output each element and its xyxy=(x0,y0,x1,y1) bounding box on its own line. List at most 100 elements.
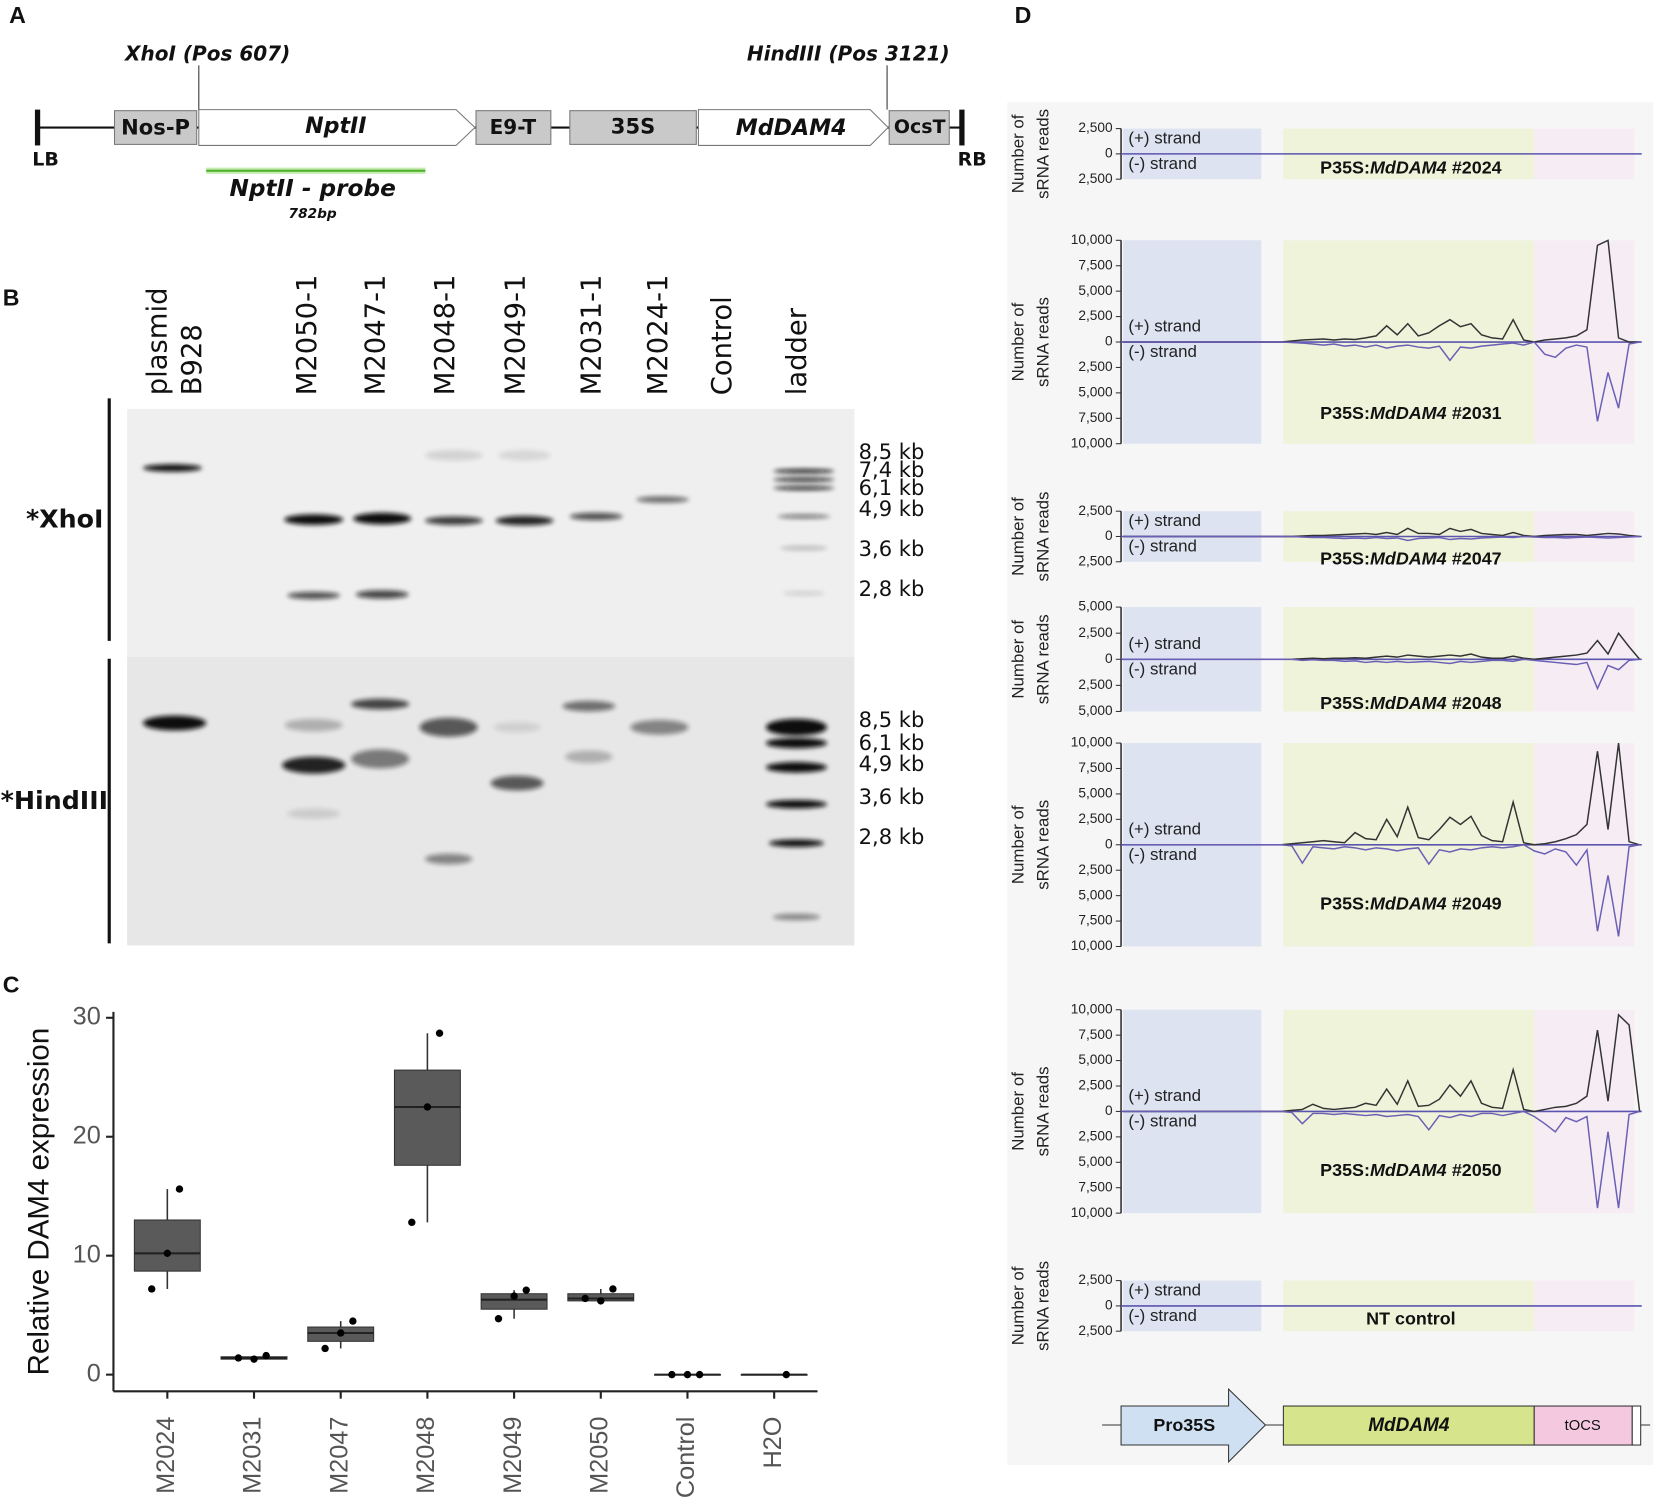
y-tick-label: 5,000 xyxy=(1078,703,1113,718)
x-tick-label: M2048 xyxy=(412,1417,440,1494)
y-tick-label: 10,000 xyxy=(1071,1001,1113,1016)
x-tick-label: M2047 xyxy=(325,1417,353,1494)
track-label: P35S:MdDAM4 #2047 xyxy=(1320,548,1501,568)
data-point xyxy=(782,1370,790,1379)
y-axis-title: Number of xyxy=(1008,1072,1027,1151)
element-box xyxy=(888,110,950,145)
size-label: 6,1 kb xyxy=(859,475,925,500)
y-tick-label: 7,500 xyxy=(1078,913,1113,928)
gel-band xyxy=(773,485,835,491)
y-tick-label: 2,500 xyxy=(1078,1078,1113,1093)
gel-band xyxy=(142,715,207,731)
strand-trace xyxy=(1123,844,1640,937)
track-label: P35S:MdDAM4 #2049 xyxy=(1320,893,1501,913)
y-axis-title: Relative DAM4 expression xyxy=(23,1028,56,1376)
map-label: MdDAM4 xyxy=(1368,1415,1450,1436)
y-axis-title: sRNA reads xyxy=(1034,109,1053,199)
gel-band xyxy=(282,756,346,774)
gel-band xyxy=(630,719,689,735)
y-tick-label: 2,500 xyxy=(1078,359,1113,374)
strand-label: (+) strand xyxy=(1128,819,1201,838)
element-label: 35S xyxy=(611,114,655,139)
y-tick-label: 30 xyxy=(73,1002,101,1030)
track-label-part: MdDAM4 xyxy=(1370,1160,1447,1180)
gel-band xyxy=(284,718,343,732)
gel-band xyxy=(424,853,473,865)
y-tick-label: 0 xyxy=(87,1359,101,1387)
y-tick-label: 2,500 xyxy=(1078,553,1113,568)
gel-band xyxy=(565,750,613,764)
gel-band xyxy=(355,590,409,599)
y-tick-label: 2,500 xyxy=(1078,1128,1113,1143)
gel-band xyxy=(419,717,478,737)
x-tick-label: H2O xyxy=(759,1417,787,1469)
y-tick-label: 7,500 xyxy=(1078,1027,1113,1042)
track-label-part: MdDAM4 xyxy=(1370,157,1447,177)
element-box xyxy=(475,110,552,145)
element-arrow xyxy=(198,109,476,146)
track-label: P35S:MdDAM4 #2031 xyxy=(1320,403,1501,423)
y-tick-label: 5,000 xyxy=(1078,599,1113,614)
data-point xyxy=(408,1218,416,1227)
strand-label: (-) strand xyxy=(1128,1111,1196,1130)
y-axis-title: Number of xyxy=(1008,497,1027,576)
border-label: LB xyxy=(32,149,59,171)
map-label: tOCS xyxy=(1565,1418,1601,1434)
y-tick-label: 2,500 xyxy=(1078,120,1113,135)
strand-label: (+) strand xyxy=(1128,129,1201,148)
data-point xyxy=(163,1249,172,1257)
y-tick-label: 7,500 xyxy=(1078,257,1113,272)
data-point xyxy=(668,1370,676,1379)
panel-letter: C xyxy=(3,972,20,998)
strand-trace xyxy=(1123,658,1640,691)
gel-band xyxy=(287,808,341,819)
gel-band xyxy=(636,496,689,503)
gel-band xyxy=(769,839,824,847)
y-axis-title: Number of xyxy=(1008,302,1027,381)
y-tick-label: 7,500 xyxy=(1078,760,1113,775)
element-arrow xyxy=(697,109,889,146)
y-tick-label: 7,500 xyxy=(1078,1179,1113,1194)
gel-band xyxy=(424,450,483,461)
track-label-part: #2024 xyxy=(1452,157,1502,177)
panel-b: *XhoI *HindIII plasmid B928 M2050-1 M2047-1… xyxy=(1,275,925,946)
y-axis-title: sRNA reads xyxy=(1034,1261,1053,1351)
strand-label: (+) strand xyxy=(1128,634,1201,653)
track-label: P35S:MdDAM4 #2048 xyxy=(1320,693,1501,713)
gel-band xyxy=(498,450,551,461)
strand-label: (-) strand xyxy=(1128,845,1196,864)
lane-label: plasmid xyxy=(142,288,173,396)
size-label: 3,6 kb xyxy=(859,536,925,561)
data-point xyxy=(494,1315,503,1323)
y-tick-label: 5,000 xyxy=(1078,786,1113,801)
size-label: 6,1 kb xyxy=(859,730,925,755)
lane-label: M2049-1 xyxy=(501,275,532,396)
data-point xyxy=(695,1370,704,1379)
y-tick-label: 2,500 xyxy=(1078,677,1113,692)
y-tick-label: 0 xyxy=(1105,836,1113,851)
lane-label: M2048-1 xyxy=(430,275,461,396)
element-box xyxy=(569,110,697,145)
track-label-part: NT control xyxy=(1366,1308,1456,1328)
gel-band xyxy=(765,718,827,736)
panel-letter: D xyxy=(1015,2,1032,28)
track-label: P35S:MdDAM4 #2024 xyxy=(1320,157,1501,177)
enzyme-label: *XhoI xyxy=(26,505,104,534)
strand-label: (-) strand xyxy=(1128,342,1196,361)
x-tick-label: M2050 xyxy=(585,1417,613,1494)
y-tick-label: 20 xyxy=(73,1121,101,1149)
strand-label: (+) strand xyxy=(1128,317,1201,336)
track-label-part: P35S: xyxy=(1320,548,1370,568)
y-tick-label: 10,000 xyxy=(1071,735,1113,750)
size-label: 3,6 kb xyxy=(859,784,925,809)
gel-band xyxy=(765,799,827,809)
y-tick-label: 0 xyxy=(1105,1103,1113,1118)
lane-label: M2047-1 xyxy=(360,275,391,396)
gel-band xyxy=(569,512,623,521)
lane-label: M2050-1 xyxy=(292,275,323,396)
track-label-part: MdDAM4 xyxy=(1370,548,1447,568)
map-label: Pro35S xyxy=(1153,1415,1215,1435)
y-tick-label: 0 xyxy=(1105,1298,1113,1313)
track-label: P35S:MdDAM4 #2050 xyxy=(1320,1160,1501,1180)
